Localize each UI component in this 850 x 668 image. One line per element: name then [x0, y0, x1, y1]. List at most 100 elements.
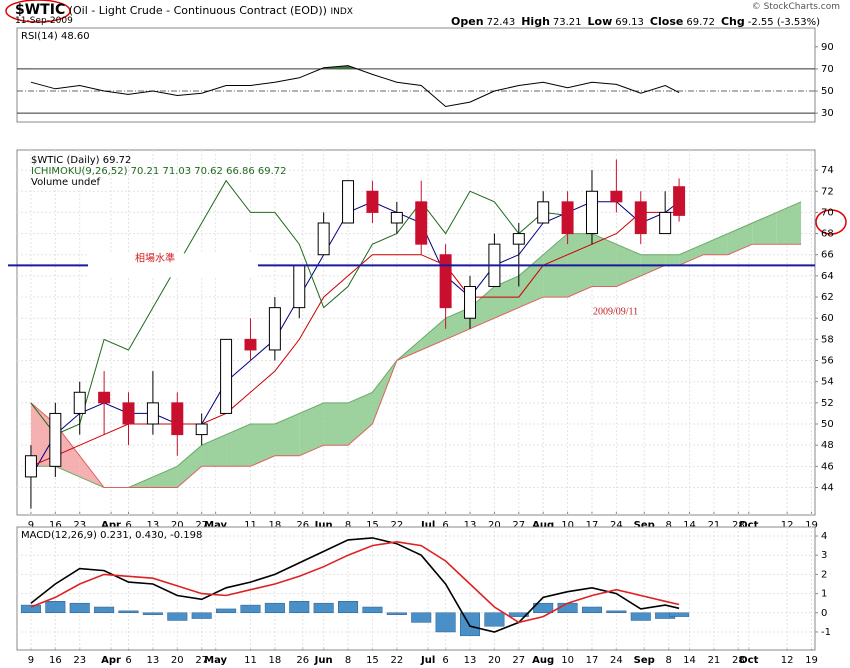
cloud-segment — [348, 392, 373, 446]
histogram-bar — [142, 612, 163, 615]
y-tick-label: 50 — [821, 419, 834, 430]
x-tick-label: 28 — [732, 655, 745, 666]
candle-body — [634, 201, 647, 235]
indicator-line — [30, 179, 568, 436]
x-tick-label: 19 — [805, 655, 818, 666]
x-tick-label: 27 — [195, 655, 208, 666]
x-tick-label: 19 — [805, 520, 818, 531]
x-tick-label: Aug — [532, 655, 554, 666]
legend: RSI(14) 48.60 — [21, 31, 90, 42]
legend: Volume undef — [31, 177, 101, 188]
label-backdrop — [88, 253, 258, 278]
y-tick-label: 68 — [821, 229, 834, 240]
x-tick-label: 8 — [345, 520, 351, 531]
candle-body — [24, 455, 37, 478]
histogram-bar — [45, 601, 66, 614]
candle-body — [512, 233, 525, 245]
histogram-bar — [460, 612, 481, 637]
histogram-bar — [94, 606, 115, 614]
histogram-bar — [557, 602, 578, 614]
cloud-segment — [703, 233, 728, 255]
y-tick-label: 62 — [821, 292, 834, 303]
cloud-segment — [274, 413, 300, 456]
cloud-segment — [250, 424, 275, 467]
cloud-segment — [665, 254, 680, 266]
x-tick-label: 13 — [147, 520, 160, 531]
candle-body — [195, 423, 208, 436]
candle-body — [293, 264, 306, 309]
x-tick-label: 20 — [171, 655, 184, 666]
cloud-segment — [776, 201, 802, 245]
cloud-segment — [591, 233, 617, 287]
highlight-circle — [815, 209, 847, 235]
x-tick-label: 6 — [125, 520, 131, 531]
x-tick-label: 9 — [28, 520, 34, 531]
cloud-segment — [679, 244, 704, 266]
cloud-segment — [421, 318, 446, 350]
histogram-bar — [581, 606, 602, 614]
span-a-line — [30, 201, 802, 488]
x-tick-label: 6 — [125, 655, 131, 666]
x-tick-label: 18 — [269, 655, 282, 666]
quote-label: Low — [587, 15, 613, 28]
x-tick-label: 21 — [708, 655, 721, 666]
exchange: INDX — [330, 7, 353, 17]
y-tick-label: 72 — [821, 186, 834, 197]
histogram-bar — [630, 612, 651, 621]
candle-body — [439, 254, 452, 309]
candle-body — [464, 285, 477, 319]
histogram-bar — [167, 612, 188, 621]
histogram-bar — [191, 612, 212, 619]
histogram-bar — [313, 602, 334, 614]
candle-body — [342, 180, 355, 224]
candle-body — [220, 338, 233, 414]
candle-body — [537, 201, 550, 224]
histogram-bar — [289, 601, 310, 614]
candle-body — [244, 338, 257, 351]
macd-line — [30, 537, 680, 633]
x-tick-label: 27 — [195, 520, 208, 531]
y-tick-label: 1 — [821, 589, 827, 600]
y-tick-label: 50 — [821, 86, 834, 97]
cloud-segment — [299, 402, 324, 456]
x-tick-label: Jul — [420, 520, 435, 531]
x-tick-label: 22 — [390, 520, 403, 531]
macd-line — [30, 540, 680, 624]
candle-body — [49, 412, 62, 467]
candle-body — [561, 201, 574, 235]
x-tick-label: 6 — [442, 520, 448, 531]
x-tick-label: 15 — [366, 520, 379, 531]
x-tick-label: Apr — [101, 655, 121, 666]
y-tick-label: 90 — [821, 42, 834, 53]
x-tick-label: Oct — [739, 655, 758, 666]
x-tick-label: 11 — [244, 655, 257, 666]
quote-label: Close — [649, 15, 684, 28]
x-tick-label: 12 — [781, 520, 794, 531]
y-tick-label: 0 — [821, 608, 827, 619]
y-tick-label: 74 — [821, 165, 834, 176]
x-tick-label: 16 — [49, 520, 62, 531]
candle-body — [585, 190, 598, 235]
histogram-bar — [606, 610, 627, 614]
histogram-bar — [118, 610, 139, 614]
quote-value: 72.43 — [486, 17, 516, 28]
histogram-bar — [411, 612, 432, 623]
y-tick-label: 4 — [821, 531, 827, 542]
x-tick-label: Jul — [420, 655, 435, 666]
y-tick-label: -1 — [821, 627, 831, 638]
x-tick-label: 18 — [269, 520, 282, 531]
candle-body — [366, 190, 379, 213]
x-tick-label: 24 — [610, 655, 623, 666]
reference-label: 相場水準 — [135, 251, 175, 264]
panel-frame — [16, 27, 816, 123]
candle-body — [317, 222, 330, 256]
candle-body — [98, 391, 111, 404]
histogram-bar — [435, 612, 456, 633]
histogram-bar — [69, 602, 90, 614]
y-tick-label: 70 — [821, 64, 834, 75]
histogram-bar — [484, 612, 505, 627]
x-tick-label: 8 — [665, 520, 671, 531]
indicator-line — [30, 201, 680, 478]
histogram-bar — [362, 606, 383, 614]
x-tick-label: 20 — [171, 520, 184, 531]
